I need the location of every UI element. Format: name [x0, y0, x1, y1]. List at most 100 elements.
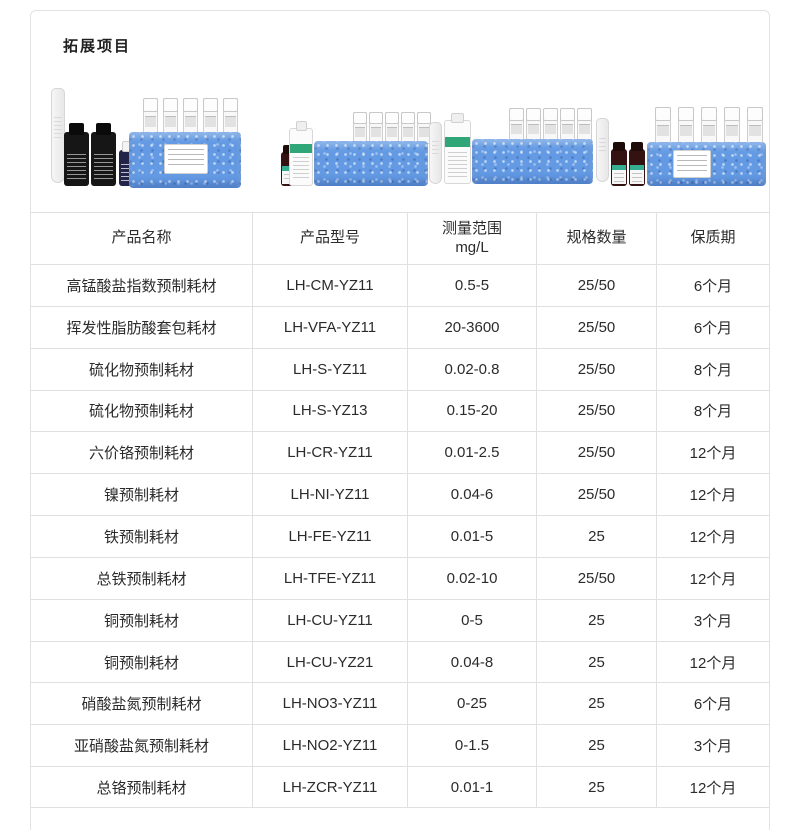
sample-vial-photo [655, 107, 671, 144]
product-photos-band [31, 86, 769, 211]
cell-shelf-life: 3个月 [693, 738, 733, 756]
cell-range: 0.5-5 [408, 265, 537, 306]
cell-model: LH-VFA-YZ11 [253, 306, 408, 348]
sample-vial-photo [183, 98, 198, 136]
cell-shelf-life: 6个月 [693, 319, 733, 337]
spec-table: 产品名称 产品型号 测量范围 mg/L 规格数量 保质期 高锰酸盐指数预制耗材 LH… [31, 212, 769, 808]
table-row: 铜预制耗材 LH-CU-YZ11 0-5 25 3个月 [31, 598, 769, 641]
page-title: 拓展项目 [63, 38, 132, 55]
cell-range: 0.01-5 [408, 516, 537, 557]
cell-model: LH-CU-YZ21 [253, 641, 408, 683]
cell-model: LH-TFE-YZ11 [253, 557, 408, 599]
sample-vial-photo [401, 112, 415, 144]
table-row: 总铬预制耗材 LH-ZCR-YZ11 0.01-1 25 12个月 [31, 766, 769, 808]
column-header-range: 测量范围 mg/L [408, 213, 537, 264]
test-tube-photo [51, 88, 65, 183]
cell-model: LH-CR-YZ11 [253, 432, 408, 474]
sample-vial-photo [747, 107, 763, 144]
content-card: 拓展项目 [30, 10, 770, 830]
column-header-qty: 规格数量 [537, 213, 657, 264]
cell-shelf-life: 12个月 [689, 487, 737, 505]
table-row: 硫化物预制耗材 LH-S-YZ13 0.15-20 25/50 8个月 [31, 389, 769, 432]
cell-qty: 25 [537, 516, 657, 557]
cell-range: 0.01-1 [408, 767, 537, 807]
cell-shelf-life: 3个月 [693, 612, 733, 630]
column-header-model: 产品型号 [253, 213, 408, 264]
cell-product-name: 六价铬预制耗材 [31, 432, 253, 474]
cell-model: LH-CU-YZ11 [253, 599, 408, 641]
sample-vial-photo [701, 107, 717, 144]
cell-range: 0.04-8 [408, 641, 537, 683]
amber-bottle-photo [629, 142, 645, 186]
cell-shelf-life: 8个月 [693, 403, 733, 421]
kit-label [164, 144, 208, 174]
table-row: 镍预制耗材 LH-NI-YZ11 0.04-6 25/50 12个月 [31, 473, 769, 516]
cell-range: 0.04-6 [408, 474, 537, 516]
cell-product-name: 挥发性脂肪酸套包耗材 [31, 306, 253, 348]
kit-label [673, 150, 711, 178]
column-header-product-name: 产品名称 [31, 213, 253, 264]
cell-model: LH-CM-YZ11 [253, 265, 408, 306]
sample-vial-photo [509, 108, 524, 142]
cell-shelf-life: 12个月 [689, 570, 737, 588]
cell-range: 0.01-2.5 [408, 432, 537, 474]
cell-model: LH-FE-YZ11 [253, 516, 408, 557]
cell-product-name: 高锰酸盐指数预制耗材 [31, 265, 253, 306]
cell-product-name: 硫化物预制耗材 [31, 348, 253, 390]
sample-vial-photo [369, 112, 383, 144]
dropper-bottle-photo [64, 123, 89, 186]
table-row: 硫化物预制耗材 LH-S-YZ11 0.02-0.8 25/50 8个月 [31, 347, 769, 390]
cell-product-name: 铜预制耗材 [31, 599, 253, 641]
sample-vial-photo [143, 98, 158, 136]
cell-qty: 25/50 [537, 557, 657, 599]
table-row: 六价铬预制耗材 LH-CR-YZ11 0.01-2.5 25/50 12个月 [31, 431, 769, 474]
cell-qty: 25/50 [537, 265, 657, 306]
cell-shelf-life: 12个月 [689, 654, 737, 672]
sample-vial-photo [678, 107, 694, 144]
cell-qty: 25/50 [537, 390, 657, 432]
dropper-bottle-photo [91, 123, 116, 186]
cell-model: LH-NO2-YZ11 [253, 725, 408, 767]
cell-shelf-life: 6个月 [693, 277, 733, 295]
cell-qty: 25/50 [537, 474, 657, 516]
cell-shelf-life: 12个月 [689, 779, 737, 797]
cell-product-name: 硫化物预制耗材 [31, 390, 253, 432]
table-row: 铁预制耗材 LH-FE-YZ11 0.01-5 25 12个月 [31, 515, 769, 557]
table-row: 亚硝酸盐氮预制耗材 LH-NO2-YZ11 0-1.5 25 3个月 [31, 724, 769, 767]
cooler-box-photo [647, 142, 766, 186]
cell-product-name: 亚硝酸盐氮预制耗材 [31, 725, 253, 767]
cell-shelf-life: 12个月 [689, 445, 737, 463]
cell-range: 0-5 [408, 599, 537, 641]
cell-qty: 25 [537, 725, 657, 767]
test-tube-photo [596, 118, 609, 182]
cell-model: LH-ZCR-YZ11 [253, 767, 408, 807]
table-row: 挥发性脂肪酸套包耗材 LH-VFA-YZ11 20-3600 25/50 6个月 [31, 305, 769, 348]
cell-model: LH-NI-YZ11 [253, 474, 408, 516]
cell-qty: 25/50 [537, 348, 657, 390]
sample-vial-photo [223, 98, 238, 136]
sample-vial-photo [577, 108, 592, 142]
cell-range: 0-1.5 [408, 725, 537, 767]
cooler-box-photo [472, 139, 593, 184]
cell-model: LH-NO3-YZ11 [253, 683, 408, 725]
reagent-bottle-photo [444, 113, 471, 184]
cell-qty: 25 [537, 599, 657, 641]
sample-vial-photo [385, 112, 399, 144]
sample-vial-photo [560, 108, 575, 142]
amber-bottle-photo [611, 142, 627, 186]
cell-qty: 25 [537, 767, 657, 807]
sample-vial-photo [526, 108, 541, 142]
sample-vial-photo [353, 112, 367, 144]
sample-vial-photo [163, 98, 178, 136]
cell-product-name: 铜预制耗材 [31, 641, 253, 683]
cell-product-name: 硝酸盐氮预制耗材 [31, 683, 253, 725]
cell-shelf-life: 12个月 [689, 528, 737, 546]
cell-qty: 25/50 [537, 306, 657, 348]
sample-vial-photo [724, 107, 740, 144]
column-header-shelf-life: 保质期 [690, 229, 736, 247]
cell-qty: 25/50 [537, 432, 657, 474]
cell-model: LH-S-YZ11 [253, 348, 408, 390]
test-tube-photo [429, 122, 442, 184]
cooler-box-photo [314, 141, 428, 186]
